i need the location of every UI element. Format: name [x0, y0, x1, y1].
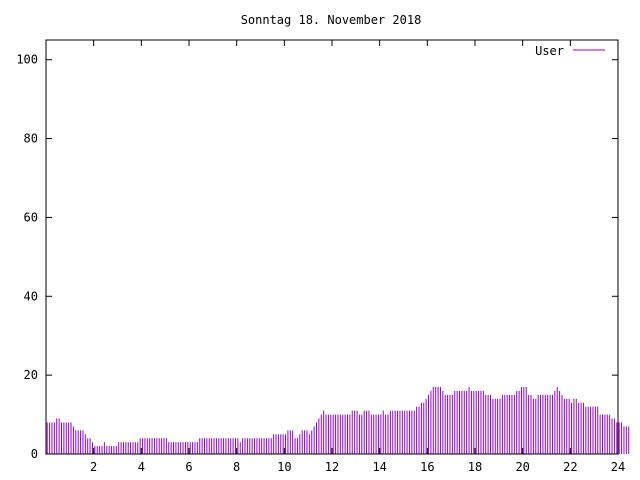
- y-tick-label: 40: [24, 289, 38, 303]
- legend: User: [535, 44, 605, 58]
- chart-title: Sonntag 18. November 2018: [241, 13, 422, 27]
- y-tick-label: 100: [16, 53, 38, 67]
- y-tick-label: 0: [31, 447, 38, 461]
- plot-frame: [45, 39, 619, 455]
- x-tick-label: 24: [611, 460, 625, 474]
- x-tick-label: 14: [372, 460, 386, 474]
- x-tick-label: 8: [233, 460, 240, 474]
- y-tick-label: 80: [24, 132, 38, 146]
- x-tick-label: 18: [468, 460, 482, 474]
- x-tick-label: 10: [277, 460, 291, 474]
- y-axis: 0 20 40 60 80 100: [16, 53, 618, 461]
- x-axis: 2 4 6 8 10 12 14 16 18 20 22 24: [90, 40, 625, 474]
- legend-label: User: [535, 44, 564, 58]
- x-tick-label: 22: [563, 460, 577, 474]
- x-tick-label: 2: [90, 460, 97, 474]
- y-tick-label: 20: [24, 368, 38, 382]
- x-tick-label: 12: [325, 460, 339, 474]
- x-tick-label: 20: [515, 460, 529, 474]
- y-tick-label: 60: [24, 210, 38, 224]
- x-tick-label: 16: [420, 460, 434, 474]
- x-tick-label: 4: [138, 460, 145, 474]
- x-tick-label: 6: [185, 460, 192, 474]
- bar-series: [46, 386, 630, 454]
